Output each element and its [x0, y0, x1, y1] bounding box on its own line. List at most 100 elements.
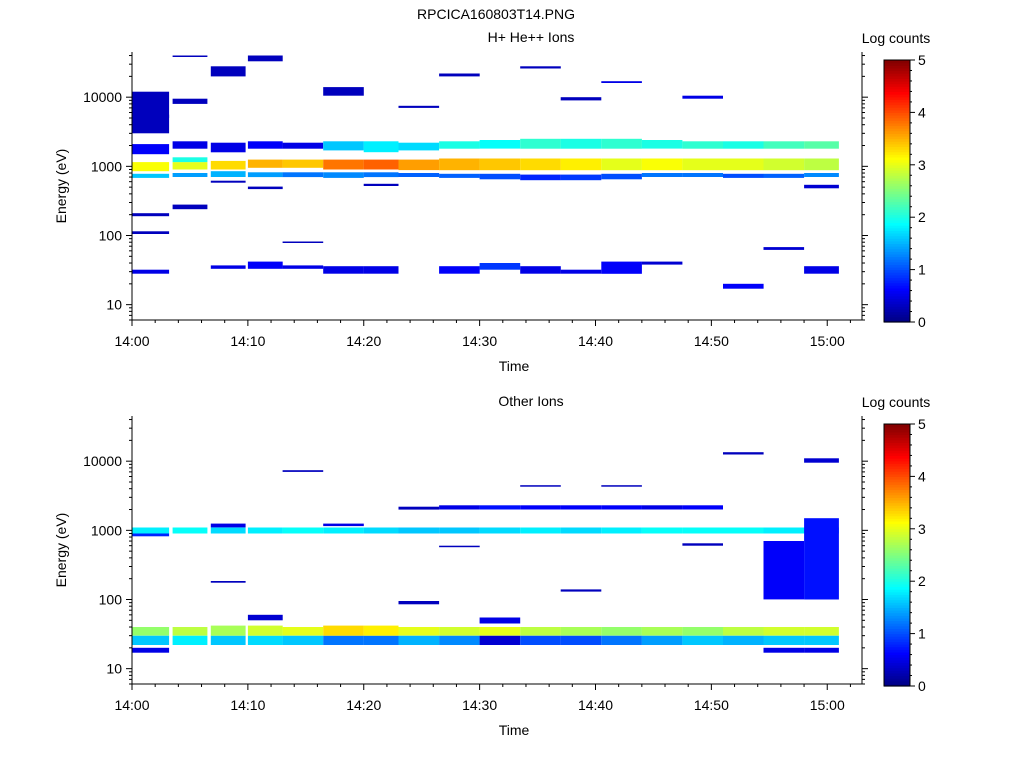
- colorbar-band: [884, 122, 910, 127]
- colorbar-frame: [883, 59, 911, 323]
- heatmap-cell: [804, 647, 839, 653]
- colorbar-band: [884, 311, 910, 315]
- heatmap-cell: [763, 141, 805, 149]
- heatmap-cell: [363, 625, 399, 636]
- colorbar-label: Log counts: [862, 30, 931, 46]
- colorbar-band: [884, 62, 910, 66]
- colorbar-band: [884, 196, 910, 200]
- colorbar-band: [884, 314, 910, 318]
- heatmap-cell: [172, 55, 208, 57]
- heatmap-cell: [132, 162, 170, 172]
- colorbar-band: [884, 670, 910, 674]
- colorbar-tick-label: 0: [918, 314, 926, 330]
- heatmap-cell: [520, 158, 561, 171]
- colorbar-band: [884, 620, 910, 624]
- colorbar-band: [884, 510, 910, 514]
- heatmap-cell: [682, 635, 723, 645]
- heatmap-cell: [363, 527, 399, 534]
- heatmap-cell: [172, 157, 208, 163]
- colorbar-band: [884, 167, 910, 171]
- colorbar-band: [884, 151, 910, 155]
- heatmap-cell: [682, 158, 723, 171]
- heatmap-cell: [282, 241, 324, 243]
- colorbar-band: [884, 460, 910, 464]
- heatmap-cell: [247, 261, 283, 269]
- colorbar-band: [884, 86, 910, 90]
- heatmap-cell: [282, 627, 324, 636]
- colorbar-band: [884, 594, 910, 598]
- heatmap-cell: [763, 635, 805, 645]
- colorbar-band: [884, 507, 910, 512]
- colorbar-band: [884, 170, 910, 174]
- colorbar-band: [884, 211, 910, 216]
- heatmap-cell: [520, 527, 561, 534]
- heatmap-cell: [601, 627, 642, 636]
- colorbar-band: [884, 230, 910, 234]
- heatmap-cell: [560, 97, 602, 101]
- colorbar-band: [884, 644, 910, 648]
- colorbar-band: [884, 536, 910, 540]
- heatmap-cell: [132, 627, 170, 636]
- colorbar-band: [884, 596, 910, 601]
- colorbar-band: [884, 146, 910, 150]
- colorbar-band: [884, 107, 910, 111]
- colorbar-band: [884, 633, 910, 637]
- heatmap-cell: [479, 140, 521, 149]
- colorbar: 0 1 2 3 4 5 Log counts: [862, 30, 931, 330]
- colorbar-band: [884, 447, 910, 451]
- heatmap-cell: [682, 173, 723, 177]
- heatmap-cell: [439, 266, 480, 274]
- x-tick-label: 14:50: [694, 333, 729, 349]
- colorbar-band: [884, 562, 910, 567]
- heatmap-cell: [210, 523, 246, 528]
- y-tick-label: 10: [106, 297, 122, 313]
- colorbar-band: [884, 672, 910, 677]
- colorbar-band: [884, 520, 910, 525]
- heatmap-cell: [323, 527, 364, 534]
- colorbar-band: [884, 135, 910, 140]
- colorbar-band: [884, 492, 910, 496]
- heatmap-cell: [247, 55, 283, 62]
- heatmap-cell: [210, 527, 246, 534]
- colorbar-band: [884, 649, 910, 653]
- heatmap-cell: [479, 635, 521, 645]
- heatmap-cell: [560, 505, 602, 510]
- heatmap-cell: [210, 265, 246, 269]
- heatmap-cell: [560, 269, 602, 274]
- heatmap-cell: [479, 173, 521, 180]
- heatmap-cell: [172, 635, 208, 645]
- colorbar-band: [884, 238, 910, 242]
- colorbar-band: [884, 91, 910, 95]
- colorbar-band: [884, 424, 910, 428]
- colorbar-tick-label: 3: [918, 521, 926, 537]
- colorbar-band: [884, 188, 910, 192]
- x-tick-label: 15:00: [810, 333, 845, 349]
- colorbar-band: [884, 175, 910, 179]
- heatmap-cell: [210, 625, 246, 636]
- heatmap-cell: [210, 180, 246, 183]
- colorbar-band: [884, 259, 910, 263]
- heatmap-cell: [763, 527, 805, 534]
- heatmap-cell: [398, 173, 440, 177]
- colorbar-tick-label: 5: [918, 416, 926, 432]
- heatmap-cell: [804, 518, 839, 600]
- colorbar-band: [884, 463, 910, 467]
- panel-other-ions: 14:00 14:10 14:20 14:30 14:40 14:50 15:0010100…: [53, 393, 930, 738]
- colorbar-band: [884, 526, 910, 530]
- heatmap-cell: [247, 172, 283, 178]
- colorbar-band: [884, 471, 910, 475]
- colorbar-band: [884, 505, 910, 509]
- colorbar-band: [884, 109, 910, 113]
- heatmap-cell: [601, 173, 642, 180]
- heatmap-cell: [398, 142, 440, 151]
- heatmap-cell: [172, 527, 208, 534]
- colorbar-band: [884, 217, 910, 221]
- y-tick-label: 100: [99, 591, 123, 607]
- colorbar-band: [884, 636, 910, 640]
- colorbar-label: Log counts: [862, 394, 931, 410]
- colorbar-band: [884, 518, 910, 522]
- colorbar-band: [884, 481, 910, 485]
- heatmap-cell: [210, 581, 246, 583]
- colorbar-tick-label: 4: [918, 104, 926, 120]
- heatmap-cell: [641, 158, 683, 171]
